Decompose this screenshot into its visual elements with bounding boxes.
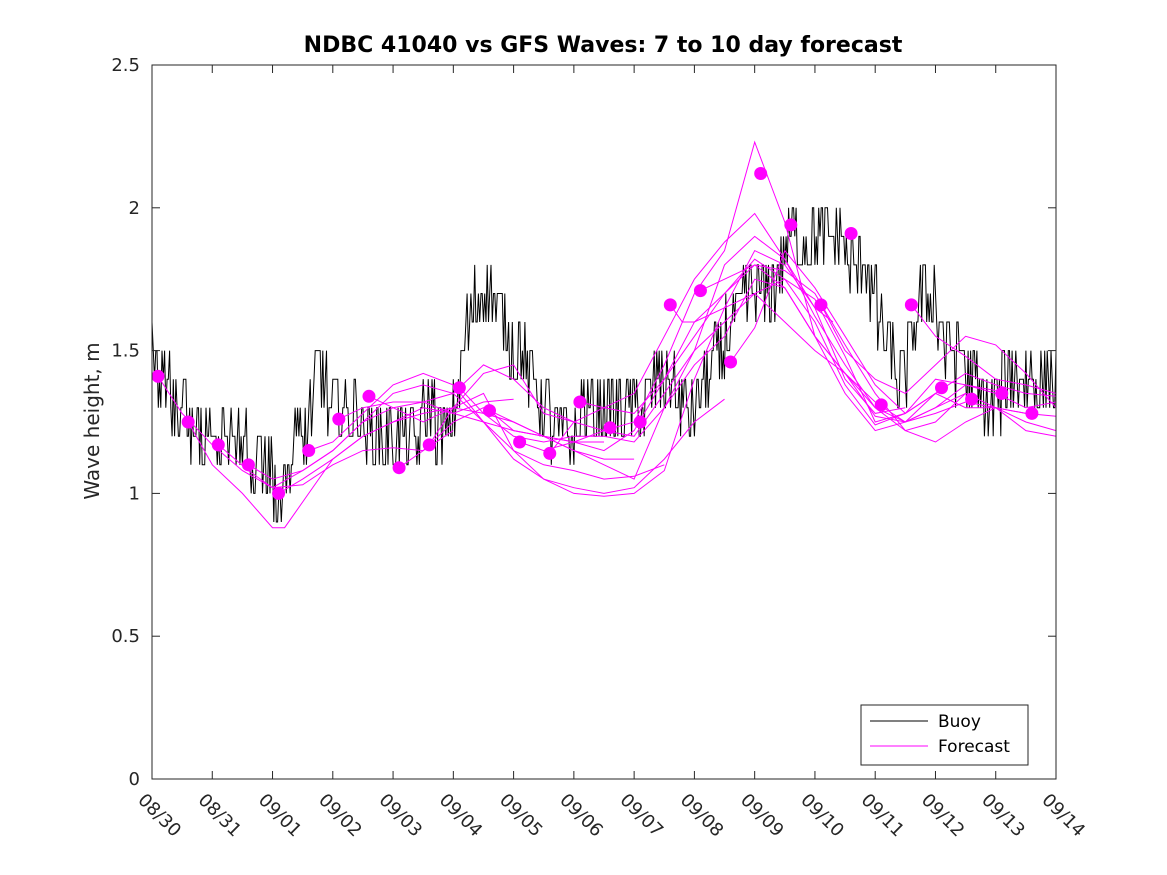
y-axis-label: Wave height, m — [80, 342, 104, 499]
forecast-marker — [934, 381, 948, 395]
forecast-line — [428, 278, 936, 446]
forecast-marker — [693, 284, 707, 298]
y-tick-label: 0.5 — [111, 626, 140, 647]
forecast-marker — [603, 421, 617, 435]
forecast-marker — [874, 398, 888, 412]
forecast-marker — [272, 486, 286, 500]
forecast-marker — [904, 298, 918, 312]
forecast-line — [730, 249, 1057, 415]
forecast-marker — [543, 446, 557, 460]
forecast-marker — [392, 461, 406, 475]
forecast-series-group — [157, 140, 1057, 529]
forecast-marker — [663, 298, 677, 312]
forecast-marker — [151, 369, 165, 383]
forecast-marker — [724, 355, 738, 369]
forecast-marker — [211, 438, 225, 452]
forecast-line — [157, 376, 454, 489]
y-tick-label: 2 — [129, 198, 140, 219]
y-tick-label: 1 — [129, 483, 140, 504]
legend-buoy-label: Buoy — [938, 712, 981, 732]
forecast-marker — [633, 415, 647, 429]
forecast-line — [820, 304, 1057, 409]
forecast-markers-group — [151, 167, 1039, 500]
forecast-marker — [844, 227, 858, 241]
forecast-line — [579, 264, 1057, 443]
plot-frame — [151, 64, 1057, 780]
forecast-line — [911, 304, 1057, 394]
forecast-marker — [573, 395, 587, 409]
forecast-marker — [1025, 406, 1039, 420]
forecast-marker — [784, 218, 798, 232]
forecast-marker — [814, 298, 828, 312]
forecast-line — [519, 140, 1026, 452]
forecast-marker — [754, 167, 768, 181]
buoy-series — [151, 207, 1057, 523]
forecast-line — [368, 249, 834, 497]
forecast-marker — [362, 389, 376, 403]
forecast-marker — [995, 386, 1009, 400]
y-tick-label: 2.5 — [111, 55, 140, 76]
y-axis: 0 0.5 1 1.5 2 2.5 — [111, 55, 1056, 790]
chart-title: NDBC 41040 vs GFS Waves: 7 to 10 day for… — [304, 33, 903, 58]
forecast-line — [338, 398, 725, 494]
forecast-marker — [181, 415, 195, 429]
legend: Buoy Forecast — [860, 704, 1029, 766]
forecast-marker — [965, 392, 979, 406]
legend-forecast-label: Forecast — [938, 737, 1010, 757]
plot-area — [152, 65, 1056, 779]
y-tick-label: 1.5 — [111, 341, 140, 362]
forecast-marker — [302, 444, 316, 458]
legend-box — [860, 704, 1029, 766]
forecast-marker — [482, 404, 496, 418]
forecast-marker — [452, 381, 466, 395]
forecast-marker — [332, 412, 346, 426]
forecast-marker — [241, 458, 255, 472]
forecast-line — [459, 278, 966, 443]
forecast-marker — [422, 438, 436, 452]
y-tick-label: 0 — [129, 769, 140, 790]
forecast-line — [489, 258, 996, 452]
buoy-line — [151, 207, 1057, 523]
forecast-line — [398, 235, 906, 480]
forecast-marker — [513, 435, 527, 449]
